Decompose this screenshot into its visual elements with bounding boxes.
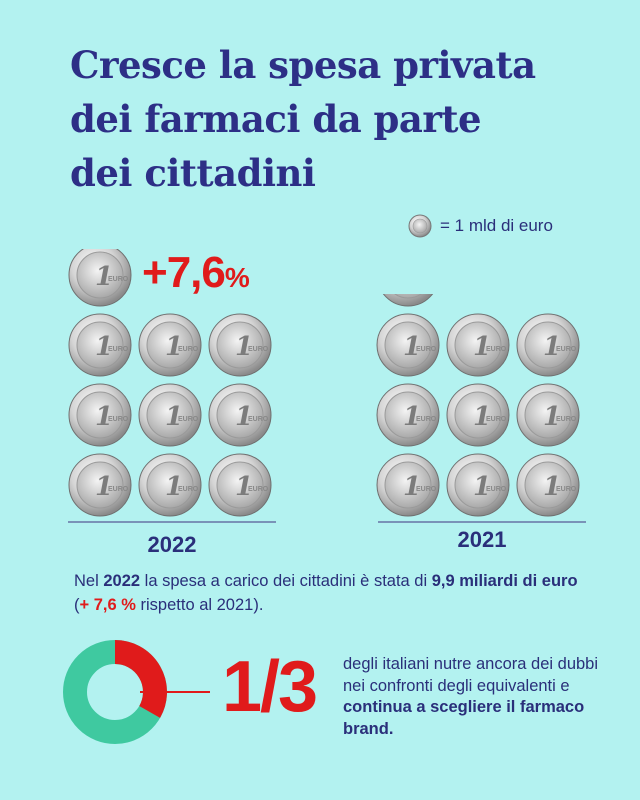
desc-part: Nel bbox=[74, 572, 104, 590]
svg-text:1: 1 bbox=[165, 402, 183, 432]
svg-text:1: 1 bbox=[235, 332, 253, 362]
svg-text:EURO: EURO bbox=[486, 486, 507, 493]
svg-text:EURO: EURO bbox=[178, 346, 199, 353]
page-title: Cresce la spesa privata dei farmaci da p… bbox=[70, 38, 610, 200]
svg-text:1: 1 bbox=[235, 472, 253, 502]
svg-text:1: 1 bbox=[543, 472, 561, 502]
change-unit: % bbox=[224, 262, 250, 293]
stat-text-part: degli italiani nutre ancora dei dubbi ne… bbox=[343, 655, 599, 695]
y2021-partial-coin: 1 EURO bbox=[376, 294, 440, 307]
svg-text:1: 1 bbox=[165, 332, 183, 362]
svg-text:EURO: EURO bbox=[108, 416, 129, 423]
svg-text:1: 1 bbox=[403, 472, 421, 502]
legend-label: = 1 mld di euro bbox=[440, 216, 553, 235]
y2022-partial-coin: 1 EURO bbox=[68, 249, 132, 307]
stat-text: degli italiani nutre ancora dei dubbi ne… bbox=[343, 654, 623, 740]
svg-text:1: 1 bbox=[95, 262, 113, 292]
stat-fraction: 1/3 bbox=[222, 647, 318, 727]
svg-text:1: 1 bbox=[473, 472, 491, 502]
year-label-2022: 2022 bbox=[147, 532, 197, 557]
svg-text:1: 1 bbox=[403, 402, 421, 432]
legend: = 1 mld di euro bbox=[408, 214, 553, 238]
connector-line bbox=[140, 691, 210, 693]
svg-text:EURO: EURO bbox=[178, 486, 199, 493]
svg-text:EURO: EURO bbox=[556, 486, 577, 493]
baseline-2022 bbox=[68, 521, 276, 523]
baseline-2021 bbox=[378, 521, 586, 523]
svg-text:1: 1 bbox=[95, 402, 113, 432]
svg-text:EURO: EURO bbox=[248, 486, 269, 493]
svg-text:1: 1 bbox=[165, 472, 183, 502]
svg-text:EURO: EURO bbox=[556, 416, 577, 423]
year-label-2021: 2021 bbox=[457, 527, 507, 552]
change-value: +7,6 bbox=[142, 248, 226, 297]
description-text: Nel 2022 la spesa a carico dei cittadini… bbox=[74, 569, 594, 617]
svg-text:EURO: EURO bbox=[486, 346, 507, 353]
stat-text-bold: continua a scegliere il farmaco brand. bbox=[343, 698, 585, 738]
svg-text:EURO: EURO bbox=[416, 486, 437, 493]
svg-text:1: 1 bbox=[473, 402, 491, 432]
svg-text:1: 1 bbox=[473, 332, 491, 362]
svg-text:EURO: EURO bbox=[486, 416, 507, 423]
desc-year: 2022 bbox=[103, 572, 141, 590]
euro-coin-icon bbox=[408, 214, 432, 238]
svg-text:EURO: EURO bbox=[248, 346, 269, 353]
svg-text:EURO: EURO bbox=[108, 486, 129, 493]
svg-text:1: 1 bbox=[95, 332, 113, 362]
desc-part: rispetto al 2021). bbox=[135, 596, 264, 614]
svg-text:EURO: EURO bbox=[416, 416, 437, 423]
title-line-3: dei cittadini bbox=[70, 151, 316, 195]
svg-text:EURO: EURO bbox=[178, 416, 199, 423]
svg-text:1: 1 bbox=[543, 402, 561, 432]
desc-amount: 9,9 miliardi di euro bbox=[431, 572, 578, 590]
svg-text:EURO: EURO bbox=[108, 346, 129, 353]
desc-part: la spesa a carico dei cittadini è stata … bbox=[140, 572, 432, 590]
desc-change: + 7,6 % bbox=[79, 596, 136, 614]
svg-text:1: 1 bbox=[95, 472, 113, 502]
svg-text:1: 1 bbox=[543, 332, 561, 362]
title-line-2: dei farmaci da parte bbox=[70, 97, 482, 141]
svg-text:1: 1 bbox=[235, 402, 253, 432]
svg-text:EURO: EURO bbox=[108, 276, 129, 283]
svg-text:EURO: EURO bbox=[556, 346, 577, 353]
desc-part: ( bbox=[74, 596, 80, 614]
svg-text:EURO: EURO bbox=[416, 346, 437, 353]
svg-text:EURO: EURO bbox=[248, 416, 269, 423]
change-2022: +7,6% bbox=[142, 248, 250, 298]
title-line-1: Cresce la spesa privata bbox=[70, 43, 536, 87]
donut-slice-one-third bbox=[114, 640, 167, 718]
svg-text:1: 1 bbox=[403, 332, 421, 362]
